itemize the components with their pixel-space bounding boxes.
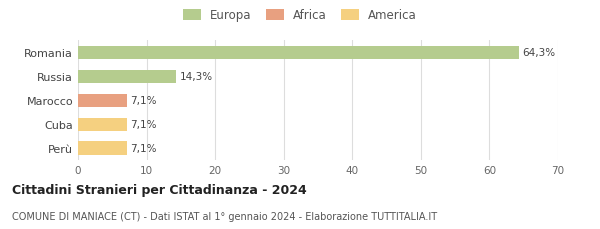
Legend: Europa, Africa, America: Europa, Africa, America: [179, 6, 421, 26]
Text: 7,1%: 7,1%: [130, 96, 157, 106]
Bar: [78, 142, 127, 155]
Text: 64,3%: 64,3%: [523, 48, 556, 58]
Text: 7,1%: 7,1%: [130, 143, 157, 153]
Bar: [78, 94, 127, 107]
Bar: [78, 47, 519, 60]
Bar: [78, 118, 127, 131]
Bar: [78, 71, 176, 84]
Text: 7,1%: 7,1%: [130, 120, 157, 130]
Text: COMUNE DI MANIACE (CT) - Dati ISTAT al 1° gennaio 2024 - Elaborazione TUTTITALIA: COMUNE DI MANIACE (CT) - Dati ISTAT al 1…: [12, 211, 437, 221]
Text: 14,3%: 14,3%: [179, 72, 212, 82]
Text: Cittadini Stranieri per Cittadinanza - 2024: Cittadini Stranieri per Cittadinanza - 2…: [12, 183, 307, 196]
